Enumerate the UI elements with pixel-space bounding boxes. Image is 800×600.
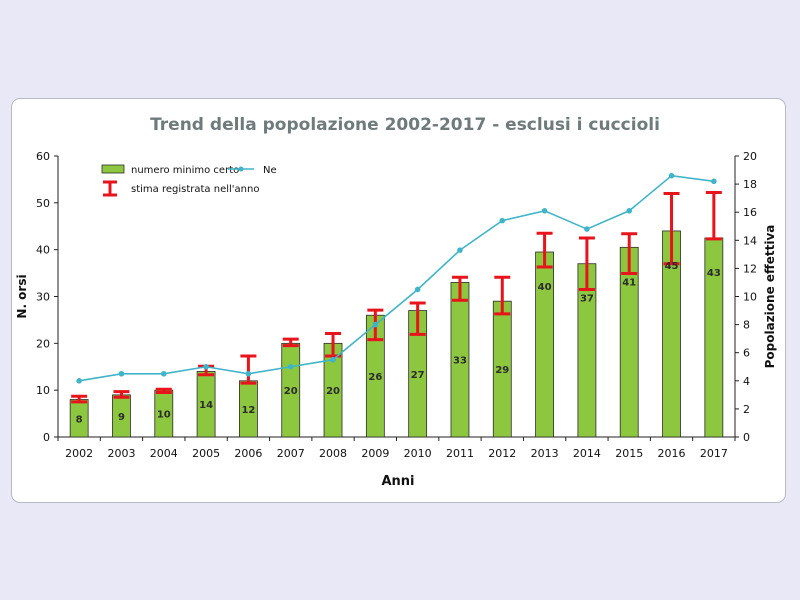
ne-point <box>203 363 209 370</box>
x-tick-label: 2010 <box>404 447 432 460</box>
legend-bar-swatch <box>101 164 125 174</box>
y2-tick-label: 0 <box>743 431 750 444</box>
legend-errorbar-label: stima registrata nell'anno <box>131 184 259 195</box>
ne-point <box>372 321 379 328</box>
ne-point <box>245 370 252 377</box>
y2-tick-label: 16 <box>743 206 757 219</box>
bar-value-label: 41 <box>622 277 636 288</box>
bar-value-label: 20 <box>326 386 340 397</box>
legend-line-label: Ne <box>263 165 277 176</box>
bar <box>619 246 639 438</box>
ne-point <box>668 172 675 179</box>
bar-value-label: 12 <box>241 405 255 416</box>
bar-value-label: 29 <box>495 365 509 376</box>
x-tick-label: 2011 <box>446 447 474 460</box>
y-tick-label: 20 <box>36 337 50 350</box>
y2-axis-title: Popolazione effettiva <box>763 225 777 369</box>
y2-tick-label: 12 <box>743 262 757 275</box>
y-tick-label: 0 <box>43 431 50 444</box>
y2-tick-label: 2 <box>743 403 750 416</box>
y2-tick-label: 6 <box>743 347 750 360</box>
x-tick-label: 2017 <box>700 447 728 460</box>
legend-bar-label: numero minimo certo <box>131 165 239 176</box>
x-tick-label: 2015 <box>615 447 643 460</box>
ne-point <box>330 356 336 363</box>
legend-line-marker <box>238 166 244 172</box>
y2-tick-label: 8 <box>743 319 750 332</box>
x-tick-label: 2004 <box>150 447 178 460</box>
chart-title: Trend della popolazione 2002-2017 - escl… <box>150 115 660 135</box>
y-tick-label: 60 <box>36 150 50 163</box>
x-tick-label: 2007 <box>277 447 305 460</box>
y2-tick-label: 10 <box>743 291 757 304</box>
x-tick-label: 2016 <box>658 447 686 460</box>
x-tick-label: 2003 <box>107 447 135 460</box>
bar-value-label: 40 <box>538 282 552 293</box>
x-tick-label: 2013 <box>531 447 559 460</box>
ne-point <box>626 207 633 214</box>
ne-point <box>711 178 717 185</box>
ne-point <box>499 217 506 224</box>
bar-value-label: 33 <box>453 356 467 367</box>
x-tick-label: 2014 <box>573 447 601 460</box>
x-tick-label: 2008 <box>319 447 347 460</box>
population-trend-chart: Trend della popolazione 2002-2017 - escl… <box>15 115 777 489</box>
y-tick-label: 10 <box>36 384 50 397</box>
ne-point <box>414 286 421 293</box>
bar-value-label: 27 <box>411 370 425 381</box>
x-tick-label: 2002 <box>65 447 93 460</box>
ne-point <box>287 363 294 370</box>
legend-errorbar-swatch <box>103 180 117 197</box>
bar-value-label: 8 <box>76 414 83 425</box>
bar-value-label: 20 <box>284 386 298 397</box>
y-axis-title: N. orsi <box>15 274 29 318</box>
bar-value-label: 9 <box>118 412 125 423</box>
ne-point <box>160 370 167 377</box>
bar-value-label: 14 <box>199 400 213 411</box>
x-tick-label: 2005 <box>192 447 220 460</box>
legend: numero minimo certo Ne stima registrata … <box>101 164 277 197</box>
ne-point <box>457 247 463 253</box>
ne-line <box>79 174 714 382</box>
bar-value-label: 37 <box>580 294 594 305</box>
y2-tick-label: 14 <box>743 234 757 247</box>
bar-value-label: 45 <box>665 261 679 272</box>
x-tick-label: 2009 <box>361 447 389 460</box>
y-tick-label: 30 <box>36 291 50 304</box>
x-tick-label: 2006 <box>234 447 262 460</box>
bar-value-label: 26 <box>368 372 382 383</box>
ne-point <box>118 370 125 377</box>
y2-tick-label: 4 <box>743 375 750 388</box>
y-tick-label: 50 <box>36 197 50 210</box>
bar-value-label: 43 <box>707 268 721 279</box>
y2-tick-label: 20 <box>743 150 757 163</box>
bar <box>535 251 554 438</box>
chart-card: Trend della popolazione 2002-2017 - escl… <box>11 98 786 503</box>
y-tick-label: 40 <box>36 244 50 257</box>
ne-point <box>584 226 590 232</box>
x-tick-label: 2012 <box>488 447 516 460</box>
x-axis-title: Anni <box>381 474 414 489</box>
plot-area: 0 10 20 30 40 50 60 0 2 4 6 8 10 12 14 16 18 20 2002 2003 20… <box>36 150 757 460</box>
bar-value-label: 10 <box>157 410 171 421</box>
ne-point <box>76 378 82 384</box>
ne-point <box>541 207 548 214</box>
y2-tick-label: 18 <box>743 178 757 191</box>
